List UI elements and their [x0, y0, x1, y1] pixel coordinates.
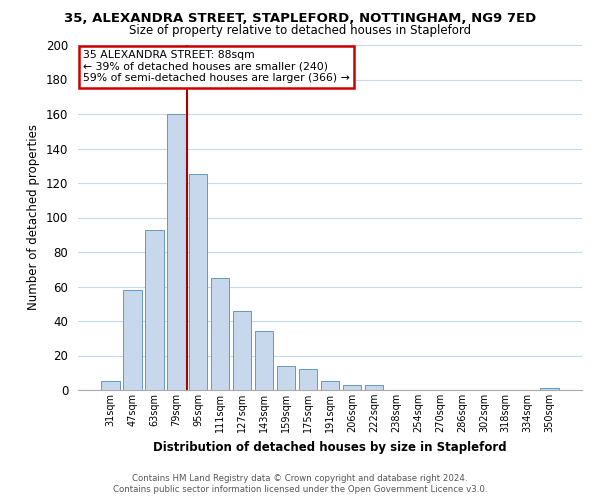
Text: Size of property relative to detached houses in Stapleford: Size of property relative to detached ho…: [129, 24, 471, 37]
Text: 35, ALEXANDRA STREET, STAPLEFORD, NOTTINGHAM, NG9 7ED: 35, ALEXANDRA STREET, STAPLEFORD, NOTTIN…: [64, 12, 536, 26]
Bar: [277, 366, 295, 390]
Bar: [365, 385, 383, 390]
Text: Contains HM Land Registry data © Crown copyright and database right 2024.
Contai: Contains HM Land Registry data © Crown c…: [113, 474, 487, 494]
Bar: [189, 174, 208, 390]
Bar: [167, 114, 185, 390]
Bar: [541, 388, 559, 390]
X-axis label: Distribution of detached houses by size in Stapleford: Distribution of detached houses by size …: [153, 440, 507, 454]
Bar: [233, 310, 251, 390]
Bar: [211, 278, 229, 390]
Bar: [145, 230, 164, 390]
Text: 35 ALEXANDRA STREET: 88sqm
← 39% of detached houses are smaller (240)
59% of sem: 35 ALEXANDRA STREET: 88sqm ← 39% of deta…: [83, 50, 350, 84]
Bar: [299, 370, 317, 390]
Bar: [255, 332, 274, 390]
Bar: [343, 385, 361, 390]
Bar: [320, 382, 340, 390]
Bar: [101, 382, 119, 390]
Y-axis label: Number of detached properties: Number of detached properties: [28, 124, 40, 310]
Bar: [123, 290, 142, 390]
